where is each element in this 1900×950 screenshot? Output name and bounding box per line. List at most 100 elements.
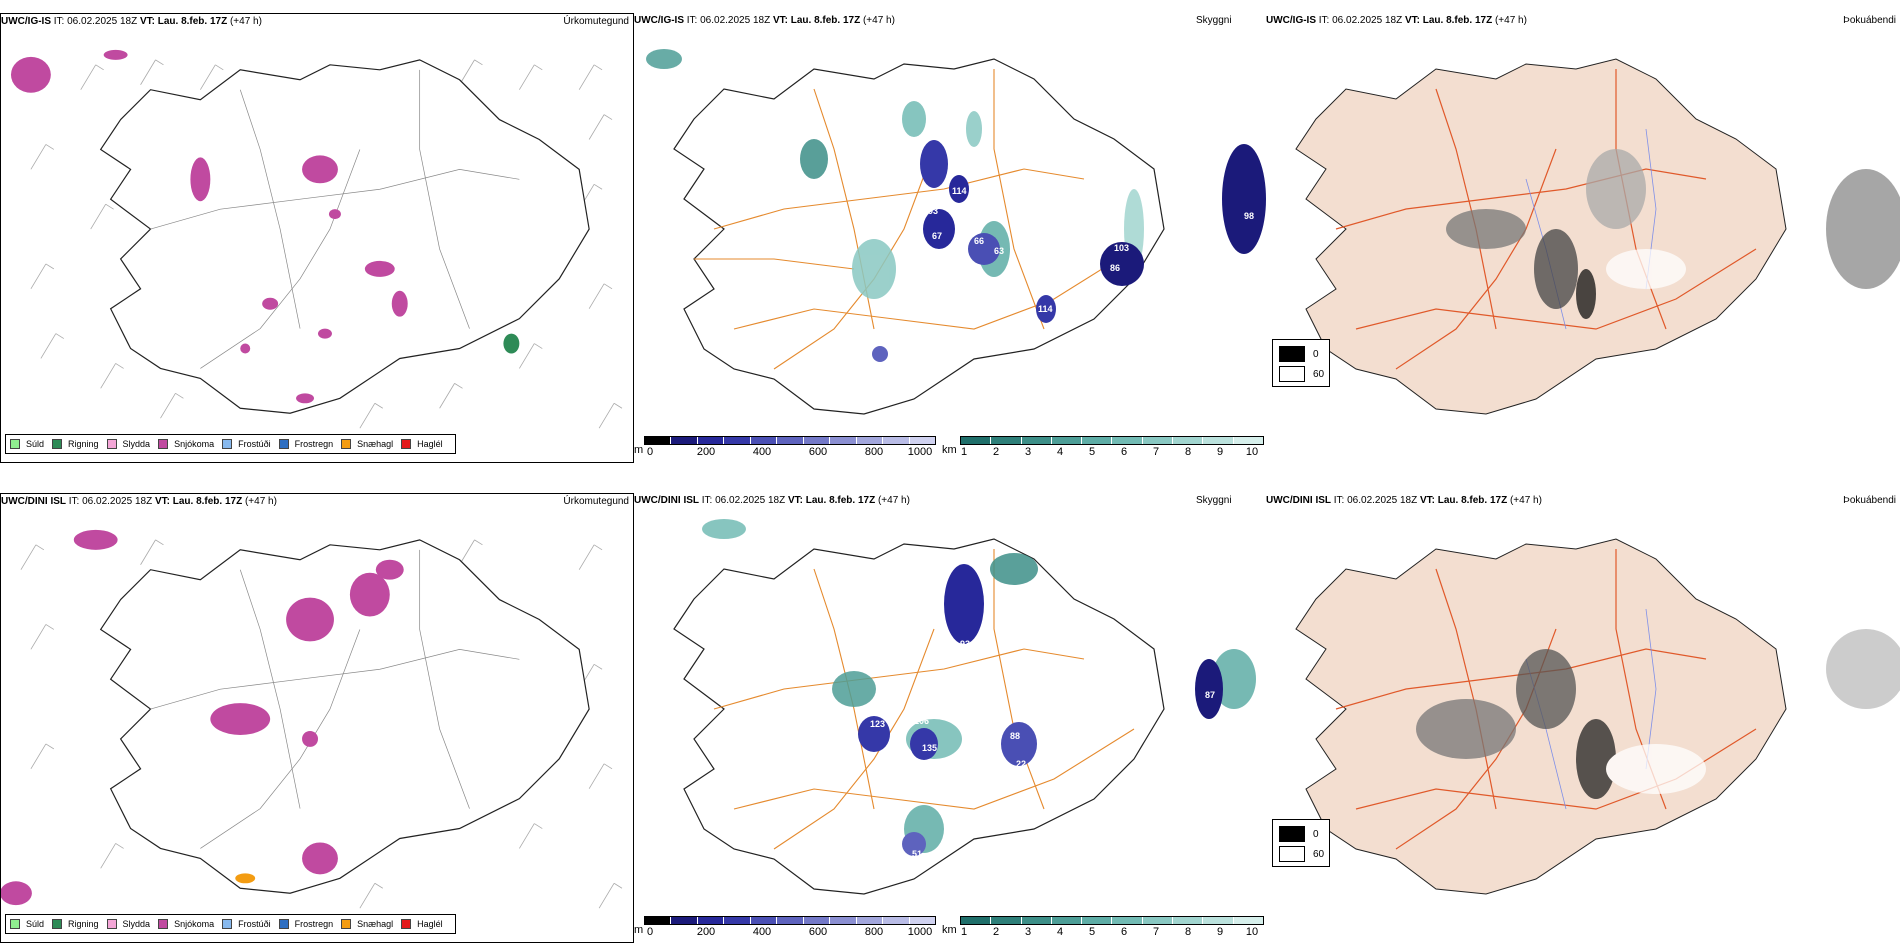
visibility-unit: km bbox=[942, 924, 957, 936]
ceiling-colorbar: m 0 200 400 600 800 1000 bbox=[634, 916, 936, 939]
legend-label: Haglél bbox=[417, 439, 443, 449]
ceiling-colorbar-bar bbox=[644, 436, 936, 445]
model-name: UWC/DINI ISL bbox=[634, 495, 699, 506]
legend-swatch bbox=[158, 439, 169, 449]
ceiling-label: 51 bbox=[912, 849, 922, 859]
legend-label: Frostúði bbox=[238, 919, 271, 929]
panel-title: Þokuábendi bbox=[1843, 495, 1896, 506]
ceiling-ticks: 0 200 400 600 800 1000 bbox=[644, 445, 934, 459]
model-name: UWC/IG-IS bbox=[634, 15, 684, 26]
legend-item-rain: Rigning bbox=[52, 919, 99, 929]
ceiling-label: 106 bbox=[914, 716, 929, 726]
precip-cells bbox=[1, 529, 404, 906]
legend-swatch bbox=[222, 439, 233, 449]
precip-type-legend: Súld Rigning Slydda Snjókoma Frostúði Fr… bbox=[5, 434, 456, 454]
legend-label: Snæhagl bbox=[357, 439, 394, 449]
visibility-tick: 6 bbox=[1120, 926, 1128, 938]
visibility-tick: 9 bbox=[1216, 446, 1224, 458]
init-time: IT: 06.02.2025 18Z bbox=[66, 496, 155, 507]
visibility-tick: 8 bbox=[1184, 446, 1192, 458]
legend-swatch bbox=[158, 919, 169, 929]
visibility-tick: 3 bbox=[1024, 926, 1032, 938]
legend-item-hail: Haglél bbox=[401, 439, 443, 449]
fog-legend-label: 60 bbox=[1313, 368, 1325, 380]
visibility-tick: 2 bbox=[992, 926, 1000, 938]
legend-label: Frostregn bbox=[294, 919, 334, 929]
ceiling-label: 123 bbox=[870, 719, 885, 729]
legend-label: Snjókoma bbox=[174, 919, 215, 929]
ceiling-tick: 200 bbox=[696, 446, 716, 458]
visibility-tick: 6 bbox=[1120, 446, 1128, 458]
ceiling-label: 98 bbox=[1244, 211, 1254, 221]
legend-label: Slydda bbox=[122, 919, 151, 929]
init-time: IT: 06.02.2025 18Z bbox=[51, 16, 140, 27]
legend-label: Frostúði bbox=[238, 439, 271, 449]
ceiling-tick: 600 bbox=[808, 926, 828, 938]
ceiling-colorbar-bar bbox=[644, 916, 936, 925]
ceiling-label: 135 bbox=[922, 743, 937, 753]
valid-time: VT: Lau. 8.feb. 17Z bbox=[1419, 495, 1508, 506]
visibility-map: 67 79 98 103 86 114 93 66 63 114 bbox=[634, 29, 1266, 429]
visibility-tick: 4 bbox=[1056, 926, 1064, 938]
precip-type-panel-row1: UWC/IG-IS IT: 06.02.2025 18Z VT: Lau. 8.… bbox=[0, 13, 634, 463]
ceiling-label: 103 bbox=[1114, 243, 1129, 253]
precip-map-svg bbox=[1, 529, 623, 909]
fog-shading bbox=[1446, 149, 1900, 319]
ceiling-label: 41 bbox=[892, 675, 902, 685]
iceland-coastline bbox=[99, 59, 590, 414]
visibility-tick: 7 bbox=[1152, 926, 1160, 938]
ceiling-ticks: 0 200 400 600 800 1000 bbox=[644, 925, 934, 939]
legend-swatch bbox=[341, 919, 352, 929]
visibility-tick: 2 bbox=[992, 446, 1000, 458]
visibility-tick: 10 bbox=[1245, 446, 1259, 458]
low-ceiling-cells bbox=[872, 140, 1266, 362]
legend-item-drizzle: Súld bbox=[10, 919, 44, 929]
fog-legend-item-60: 60 bbox=[1279, 846, 1324, 862]
ceiling-labels: 46 72 93 106 123 135 103 88 22 87 51 41 bbox=[870, 557, 1215, 859]
valid-time: VT: Lau. 8.feb. 17Z bbox=[139, 16, 228, 27]
model-name: UWC/DINI ISL bbox=[1, 496, 66, 507]
precip-type-legend: Súld Rigning Slydda Snjókoma Frostúði Fr… bbox=[5, 914, 456, 934]
valid-time: VT: Lau. 8.feb. 17Z bbox=[787, 495, 876, 506]
visibility-tick: 7 bbox=[1152, 446, 1160, 458]
fog-panel-row2: Skyggni UWC/DINI ISL IT: 06.02.2025 18Z … bbox=[1196, 493, 1900, 943]
ceiling-colorbar: m 0 200 400 600 800 1000 bbox=[634, 436, 936, 459]
legend-swatch bbox=[106, 439, 117, 449]
ceiling-label: 87 bbox=[1205, 690, 1215, 700]
visibility-map: 46 72 93 106 123 135 103 88 22 87 51 41 bbox=[634, 509, 1266, 909]
fog-legend-item-60: 60 bbox=[1279, 366, 1324, 382]
precip-map bbox=[1, 510, 633, 942]
lead-time: (+47 h) bbox=[242, 496, 277, 507]
visibility-colorbar-bar bbox=[960, 436, 1264, 445]
ceiling-tick: 200 bbox=[696, 926, 716, 938]
legend-swatch bbox=[401, 919, 412, 929]
legend-item-drizzle: Súld bbox=[10, 439, 44, 449]
iceland-coastline bbox=[99, 539, 590, 894]
legend-swatch bbox=[341, 439, 352, 449]
fog-legend-label: 60 bbox=[1313, 848, 1325, 860]
precip-map bbox=[1, 30, 633, 462]
ceiling-tick: 600 bbox=[808, 446, 828, 458]
legend-swatch bbox=[278, 439, 289, 449]
fog-shading bbox=[1416, 629, 1900, 799]
visibility-tick: 4 bbox=[1056, 446, 1064, 458]
legend-swatch bbox=[222, 919, 233, 929]
ceiling-label: 114 bbox=[1038, 304, 1053, 314]
model-name: UWC/DINI ISL bbox=[1266, 495, 1331, 506]
visibility-tick: 9 bbox=[1216, 926, 1224, 938]
panel-title: Þokuábendi bbox=[1843, 15, 1896, 26]
fog-map-svg bbox=[1295, 538, 1900, 895]
legend-item-rain: Rigning bbox=[52, 439, 99, 449]
visibility-colorbar: km 1 2 3 4 5 6 7 8 9 10 bbox=[942, 436, 1264, 459]
legend-label: Rigning bbox=[68, 439, 99, 449]
ceiling-tick: 400 bbox=[752, 446, 772, 458]
init-time: IT: 06.02.2025 18Z bbox=[1331, 495, 1420, 506]
legend-label: Snjókoma bbox=[174, 439, 215, 449]
precip-map-svg bbox=[10, 49, 623, 429]
ceiling-label: 86 bbox=[1110, 263, 1120, 273]
ceiling-tick: 800 bbox=[864, 926, 884, 938]
fog-legend: 0 60 bbox=[1272, 819, 1330, 867]
iceland-landmass bbox=[1295, 58, 1787, 415]
fog-legend: 0 60 bbox=[1272, 339, 1330, 387]
legend-item-freezing-drizzle: Frostúði bbox=[222, 439, 271, 449]
